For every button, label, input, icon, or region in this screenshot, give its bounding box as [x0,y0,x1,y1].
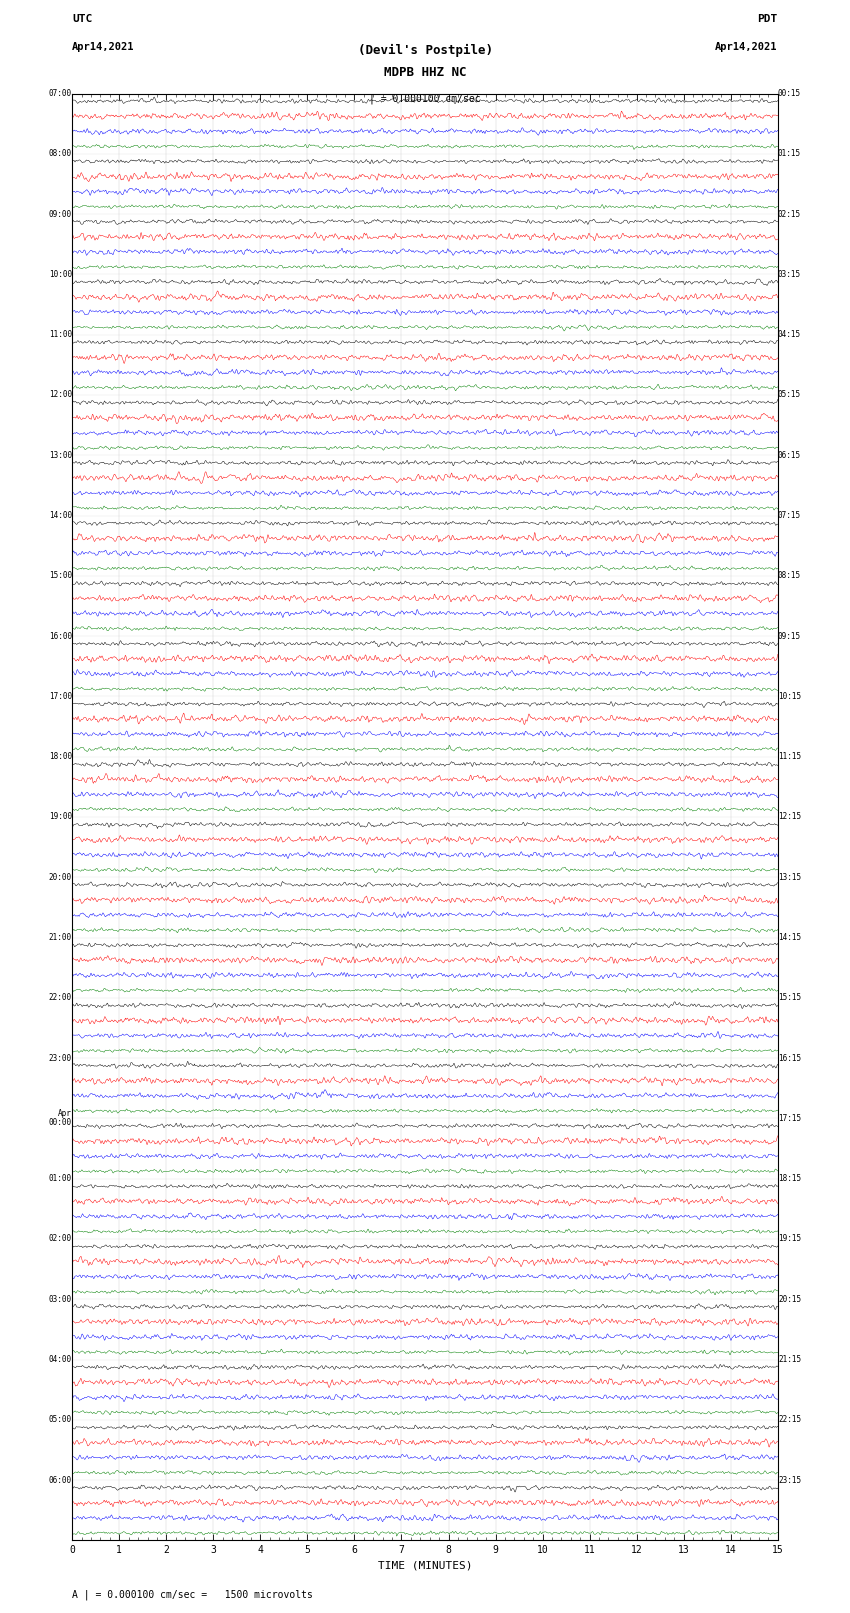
Text: 21:15: 21:15 [778,1355,801,1365]
Text: 08:00: 08:00 [49,150,72,158]
Text: 19:15: 19:15 [778,1234,801,1244]
Text: 02:00: 02:00 [49,1234,72,1244]
Text: 15:15: 15:15 [778,994,801,1002]
Text: 16:00: 16:00 [49,632,72,640]
Text: 07:00: 07:00 [49,89,72,98]
Text: 14:15: 14:15 [778,932,801,942]
Text: 11:15: 11:15 [778,752,801,761]
Text: 23:00: 23:00 [49,1053,72,1063]
Text: 18:00: 18:00 [49,752,72,761]
Text: 12:15: 12:15 [778,813,801,821]
Text: 15:00: 15:00 [49,571,72,581]
Text: 04:00: 04:00 [49,1355,72,1365]
Text: 02:15: 02:15 [778,210,801,219]
Text: PDT: PDT [757,15,778,24]
Text: 09:00: 09:00 [49,210,72,219]
Text: 21:00: 21:00 [49,932,72,942]
Text: 06:15: 06:15 [778,450,801,460]
Text: (Devil's Postpile): (Devil's Postpile) [358,44,492,58]
Text: 11:00: 11:00 [49,331,72,339]
Text: 09:15: 09:15 [778,632,801,640]
Text: 13:15: 13:15 [778,873,801,882]
Text: 07:15: 07:15 [778,511,801,519]
X-axis label: TIME (MINUTES): TIME (MINUTES) [377,1561,473,1571]
Text: 22:15: 22:15 [778,1415,801,1424]
Text: 20:00: 20:00 [49,873,72,882]
Text: 23:15: 23:15 [778,1476,801,1484]
Text: 16:15: 16:15 [778,1053,801,1063]
Text: 18:15: 18:15 [778,1174,801,1184]
Text: 01:15: 01:15 [778,150,801,158]
Text: 17:00: 17:00 [49,692,72,702]
Text: 10:15: 10:15 [778,692,801,702]
Text: | = 0.000100 cm/sec: | = 0.000100 cm/sec [369,94,481,105]
Text: 03:00: 03:00 [49,1295,72,1303]
Text: 00:15: 00:15 [778,89,801,98]
Text: 06:00: 06:00 [49,1476,72,1484]
Text: Apr14,2021: Apr14,2021 [72,42,135,52]
Text: 14:00: 14:00 [49,511,72,519]
Text: 03:15: 03:15 [778,269,801,279]
Text: 00:00: 00:00 [49,1118,72,1127]
Text: 10:00: 10:00 [49,269,72,279]
Text: MDPB HHZ NC: MDPB HHZ NC [383,66,467,79]
Text: A | = 0.000100 cm/sec =   1500 microvolts: A | = 0.000100 cm/sec = 1500 microvolts [72,1589,313,1600]
Text: Apr: Apr [58,1110,72,1118]
Text: 08:15: 08:15 [778,571,801,581]
Text: 22:00: 22:00 [49,994,72,1002]
Text: 01:00: 01:00 [49,1174,72,1184]
Text: 04:15: 04:15 [778,331,801,339]
Text: 05:00: 05:00 [49,1415,72,1424]
Text: Apr14,2021: Apr14,2021 [715,42,778,52]
Text: 19:00: 19:00 [49,813,72,821]
Text: 12:00: 12:00 [49,390,72,400]
Text: UTC: UTC [72,15,93,24]
Text: 05:15: 05:15 [778,390,801,400]
Text: 13:00: 13:00 [49,450,72,460]
Text: 20:15: 20:15 [778,1295,801,1303]
Text: 17:15: 17:15 [778,1115,801,1123]
